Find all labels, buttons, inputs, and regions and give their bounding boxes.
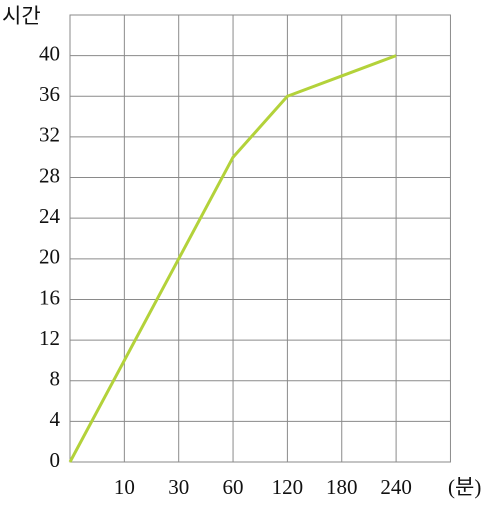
x-tick-label: 30	[168, 475, 189, 499]
y-tick-label: 8	[50, 367, 61, 391]
x-tick-label: 240	[380, 475, 412, 499]
y-tick-label: 24	[39, 204, 61, 228]
y-tick-label: 40	[39, 41, 60, 65]
y-tick-label: 32	[39, 123, 60, 147]
y-tick-label: 28	[39, 163, 60, 187]
y-tick-label: 4	[50, 407, 61, 431]
x-tick-label: 120	[272, 475, 304, 499]
data-line	[68, 54, 397, 463]
y-tick-label: 16	[39, 285, 60, 309]
x-tick-label: 60	[223, 475, 244, 499]
y-tick-label: 36	[39, 82, 60, 106]
x-tick-label: 10	[114, 475, 135, 499]
x-axis-label: (분)	[448, 475, 481, 499]
y-tick-label: 0	[50, 448, 61, 472]
y-tick-label: 20	[39, 245, 60, 269]
plot-frame	[69, 14, 451, 463]
x-tick-label: 180	[326, 475, 358, 499]
y-axis-label: 시간	[2, 4, 41, 28]
y-tick-label: 12	[39, 326, 60, 350]
